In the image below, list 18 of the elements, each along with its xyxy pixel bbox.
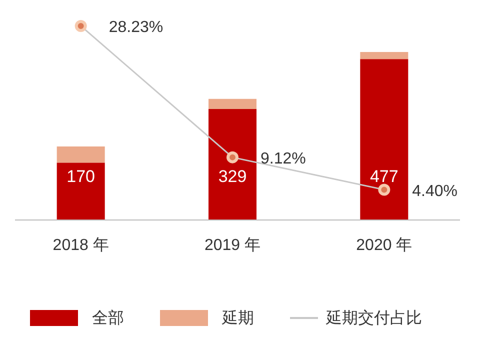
data-label: 477 (370, 167, 398, 186)
bar (208, 98, 256, 110)
legend-label: 全部 (92, 309, 124, 328)
data-label: 28.23% (108, 19, 164, 36)
bar (360, 59, 408, 220)
data-label: 329 (218, 167, 247, 186)
bar (56, 146, 105, 163)
x-tick-label: 2018 年 (52, 237, 109, 254)
data-label: 9.12% (260, 150, 306, 168)
legend-label: 延期交付占比 (325, 309, 422, 328)
data-label: 170 (66, 167, 96, 186)
x-tick-label: 2019 年 (204, 237, 261, 254)
x-tick-label: 2020 年 (356, 237, 412, 254)
bar (56, 162, 105, 220)
bar (208, 109, 256, 220)
data-label: 4.40% (412, 182, 458, 200)
bar (360, 52, 408, 60)
legend-label: 延期 (221, 309, 254, 328)
